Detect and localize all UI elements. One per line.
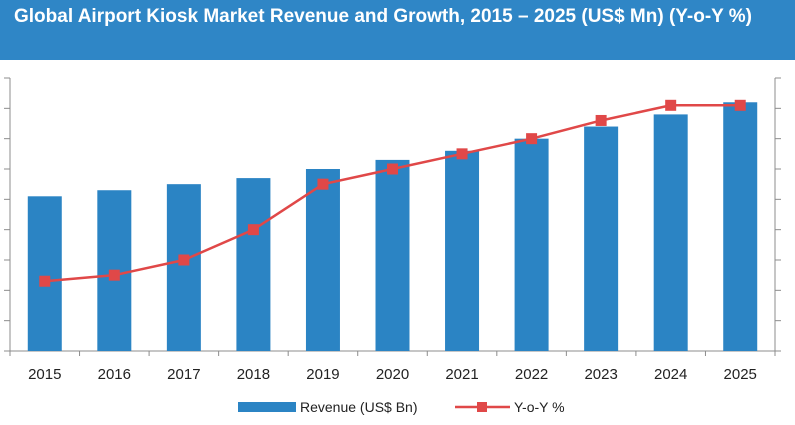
revenue-bar	[375, 159, 410, 351]
revenue-bar	[653, 114, 688, 352]
yoy-marker	[317, 178, 329, 190]
yoy-marker	[665, 99, 677, 111]
x-tick-label: 2020	[376, 366, 409, 383]
revenue-bar	[514, 138, 549, 351]
revenue-bar	[166, 184, 201, 351]
revenue-bar	[723, 102, 758, 351]
yoy-marker	[178, 254, 190, 266]
yoy-marker	[39, 275, 51, 287]
revenue-bar	[27, 196, 62, 351]
x-tick-label: 2021	[445, 366, 478, 383]
x-tick-label: 2015	[28, 366, 61, 383]
x-tick-label: 2016	[98, 366, 131, 383]
yoy-marker	[247, 224, 259, 236]
x-tick-label: 2025	[724, 366, 757, 383]
chart-area: 2015 2016 2017 2018 2019 2020 2021 2022 2023 2024…	[4, 77, 781, 415]
x-tick-label: 2018	[237, 366, 270, 383]
legend-label-revenue: Revenue (US$ Bn)	[300, 399, 418, 415]
yoy-marker	[734, 99, 746, 111]
legend-swatch-revenue	[238, 402, 296, 412]
yoy-marker	[108, 269, 120, 281]
chart-title: Global Airport Kiosk Market Revenue and …	[14, 6, 753, 27]
legend-swatch-yoy-marker	[477, 402, 487, 412]
x-tick-label: 2022	[515, 366, 548, 383]
x-tick-label: 2023	[584, 366, 617, 383]
revenue-bar	[236, 178, 271, 351]
legend-label-yoy: Y-o-Y %	[514, 399, 565, 415]
revenue-bar	[445, 150, 480, 351]
revenue-bar	[305, 169, 340, 351]
yoy-marker	[387, 163, 398, 175]
title-bar: Global Airport Kiosk Market Revenue and …	[0, 0, 795, 60]
yoy-marker	[526, 133, 538, 145]
x-tick-label: 2019	[306, 366, 339, 383]
yoy-marker	[456, 148, 468, 160]
revenue-bar	[584, 126, 619, 352]
x-tick-label: 2024	[654, 366, 687, 383]
x-tick-label: 2017	[167, 366, 200, 383]
yoy-marker	[595, 114, 607, 126]
